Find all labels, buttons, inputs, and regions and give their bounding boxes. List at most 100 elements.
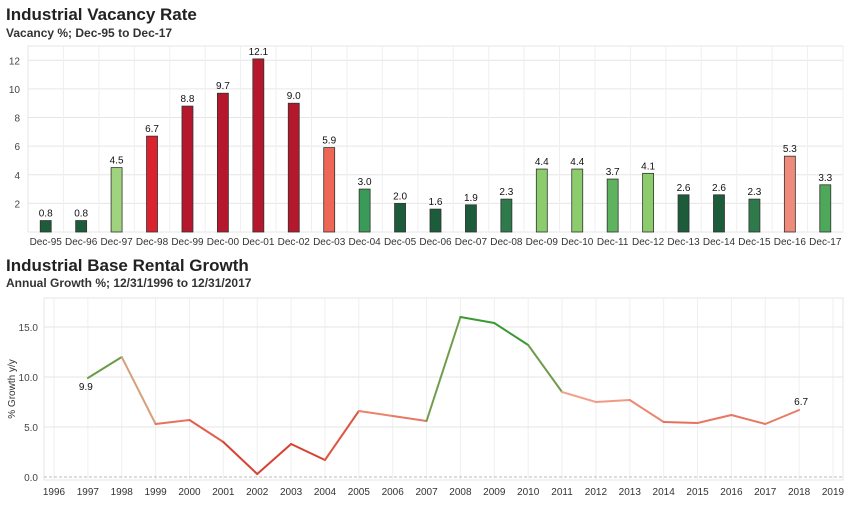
vacancy-bar (500, 198, 513, 233)
vacancy-bar (571, 168, 584, 233)
vacancy-x-tick-label: Dec-96 (65, 237, 98, 248)
vacancy-bar (748, 198, 761, 233)
vacancy-data-label: 3.7 (606, 167, 620, 178)
vacancy-x-tick-label: Dec-97 (100, 237, 133, 248)
rental-x-tick-label: 2013 (619, 487, 642, 498)
rental-y-tick-label: 15.0 (19, 323, 39, 334)
rental-x-tick-label: 2007 (415, 487, 438, 498)
vacancy-y-tick-label: 6 (14, 142, 20, 153)
vacancy-bar (110, 167, 123, 233)
vacancy-bar (606, 178, 619, 233)
vacancy-data-label: 3.3 (818, 173, 832, 184)
rental-line-segment (662, 421, 699, 424)
rental-line-segment (256, 443, 293, 475)
rental-chart-subtitle: Annual Growth %; 12/31/1996 to 12/31/201… (6, 276, 252, 290)
vacancy-data-label: 5.9 (322, 136, 336, 147)
vacancy-bar (713, 194, 725, 233)
vacancy-y-tick-label: 8 (14, 114, 20, 125)
vacancy-chart-subtitle: Vacancy %; Dec-95 to Dec-17 (6, 26, 173, 40)
rental-x-tick-label: 2018 (788, 487, 811, 498)
rental-x-tick-label: 2001 (212, 487, 235, 498)
rental-y-tick-label: 10.0 (19, 373, 39, 384)
vacancy-x-tick-label: Dec-17 (809, 237, 842, 248)
vacancy-chart-title: Industrial Vacancy Rate (6, 5, 197, 24)
rental-line-segment (120, 356, 157, 425)
vacancy-x-tick-label: Dec-10 (561, 237, 594, 248)
rental-line-segment (459, 316, 496, 324)
rental-y-axis-label: % Growth y/y (7, 359, 18, 418)
rental-x-tick-label: 1996 (43, 487, 66, 498)
vacancy-bar (252, 58, 265, 233)
vacancy-x-tick-label: Dec-06 (419, 237, 452, 248)
vacancy-bar (677, 194, 690, 233)
rental-x-tick-label: 2000 (178, 487, 201, 498)
rental-x-tick-label: 2009 (483, 487, 506, 498)
vacancy-x-tick-label: Dec-12 (632, 237, 665, 248)
vacancy-x-tick-label: Dec-00 (207, 237, 240, 248)
rental-line-segment (764, 409, 801, 425)
vacancy-data-label: 6.7 (145, 124, 159, 135)
vacancy-bar (181, 105, 194, 233)
rental-line-segment (222, 441, 259, 475)
rental-line-segment (323, 410, 360, 461)
vacancy-x-tick-label: Dec-13 (667, 237, 700, 248)
rental-x-tick-label: 1997 (77, 487, 100, 498)
rental-x-tick-label: 2005 (348, 487, 371, 498)
rental-x-tick-label: 2003 (280, 487, 303, 498)
vacancy-x-tick-label: Dec-99 (171, 237, 204, 248)
rental-line-segment (290, 443, 326, 461)
rental-x-tick-label: 2006 (382, 487, 405, 498)
rental-x-tick-label: 2011 (551, 487, 573, 498)
vacancy-y-tick-label: 4 (14, 171, 20, 182)
vacancy-bar (465, 204, 477, 233)
vacancy-x-tick-label: Dec-14 (703, 237, 736, 248)
vacancy-x-tick-label: Dec-16 (774, 237, 807, 248)
vacancy-bar (323, 147, 336, 233)
rental-point-label: 9.9 (79, 382, 93, 393)
vacancy-data-label: 1.9 (464, 193, 478, 204)
vacancy-data-label: 9.7 (216, 81, 230, 92)
rental-x-tick-label: 1999 (144, 487, 167, 498)
vacancy-data-label: 12.1 (249, 47, 269, 58)
vacancy-bar (783, 155, 796, 233)
vacancy-x-tick-label: Dec-01 (242, 237, 275, 248)
vacancy-data-label: 2.6 (677, 183, 691, 194)
vacancy-data-label: 4.5 (110, 156, 124, 167)
vacancy-x-tick-label: Dec-09 (526, 237, 559, 248)
vacancy-bar (216, 92, 229, 233)
vacancy-data-label: 8.8 (181, 94, 195, 105)
vacancy-bar (146, 135, 158, 233)
vacancy-bar (39, 220, 52, 233)
rental-plot-area (43, 297, 844, 481)
rental-line-segment (425, 316, 462, 422)
vacancy-data-label: 5.3 (783, 144, 797, 155)
vacancy-data-label: 2.3 (499, 187, 513, 198)
vacancy-bar (75, 220, 88, 233)
rental-line-segment (154, 419, 191, 425)
vacancy-data-label: 2.0 (393, 191, 407, 202)
rental-y-tick-label: 0.0 (24, 473, 38, 484)
vacancy-x-tick-label: Dec-07 (455, 237, 488, 248)
rental-line-segment (628, 399, 665, 423)
rental-line-segment (86, 356, 123, 379)
rental-line-segment (391, 415, 428, 422)
rental-line-segment (561, 391, 597, 403)
rental-line-segment (188, 419, 225, 443)
vacancy-data-label: 2.3 (747, 187, 761, 198)
vacancy-data-label: 2.6 (712, 183, 726, 194)
vacancy-bar (394, 202, 406, 233)
rental-x-tick-label: 2008 (449, 487, 472, 498)
rental-x-tick-label: 2017 (754, 487, 777, 498)
vacancy-x-tick-label: Dec-11 (597, 237, 629, 248)
vacancy-x-tick-label: Dec-95 (30, 237, 63, 248)
rental-x-tick-label: 1998 (111, 487, 134, 498)
vacancy-bar (429, 208, 442, 233)
vacancy-x-tick-label: Dec-98 (136, 237, 169, 248)
vacancy-data-label: 3.0 (358, 177, 372, 188)
rental-chart-title: Industrial Base Rental Growth (6, 256, 249, 275)
vacancy-x-tick-label: Dec-03 (313, 237, 346, 248)
vacancy-bar (819, 184, 832, 233)
vacancy-x-tick-label: Dec-15 (738, 237, 771, 248)
rental-x-tick-label: 2014 (653, 487, 676, 498)
